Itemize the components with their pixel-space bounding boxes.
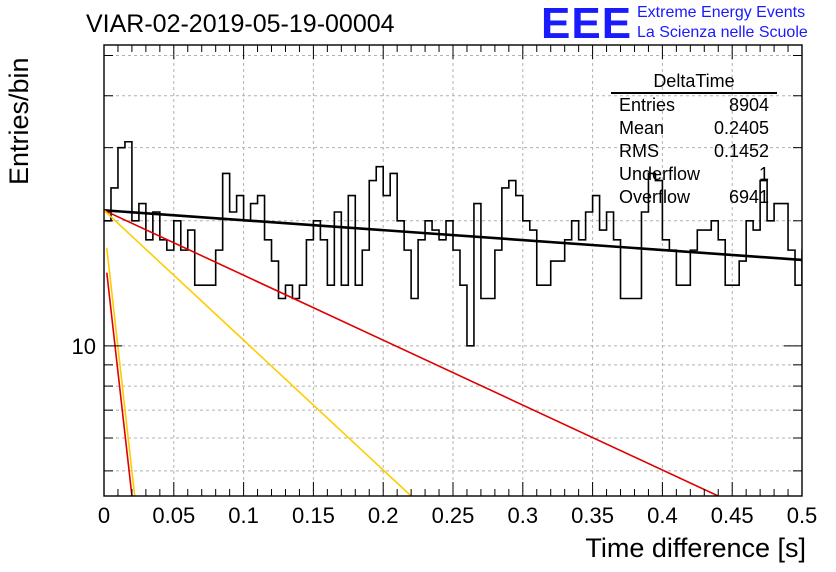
stats-box: DeltaTime Entries 8904 Mean 0.2405 RMS 0… [611,70,777,209]
logo-subtitle-1: Extreme Energy Events [637,4,806,21]
stats-label: Mean [619,118,665,138]
x-tick-label: 0.2 [368,503,399,528]
fit-line [104,209,719,496]
chart-title: VIAR-02-2019-05-19-00004 [86,10,395,38]
x-tick-label: 0 [98,503,110,528]
x-tick-label: 0.25 [432,503,475,528]
x-tick-label: 0.4 [647,503,678,528]
x-tick-label: 0.3 [508,503,539,528]
stats-row-mean: Mean 0.2405 [611,117,777,140]
x-tick-label: 0.35 [571,503,614,528]
stats-value: 8904 [728,95,769,115]
stats-label: Overflow [619,187,691,207]
eee-logo: EEE [541,0,633,48]
stats-label: Entries [619,95,676,115]
x-tick-label: 0.1 [228,503,259,528]
fit-line [104,208,802,262]
stats-label: Underflow [619,164,701,184]
fit-line [105,272,133,496]
y-axis-label: Entries/bin [4,57,34,185]
x-tick-label: 0.45 [711,503,754,528]
stats-value: 0.2405 [713,118,769,138]
stats-row-rms: RMS 0.1452 [611,140,777,163]
histogram-line [104,140,802,347]
stats-row-entries: Entries 8904 [611,94,777,117]
stats-row-underflow: Underflow 1 [611,163,777,186]
stats-title: DeltaTime [611,70,777,94]
x-axis-label: Time difference [s] [585,533,806,563]
x-tick-label: 0.5 [787,503,818,528]
stats-row-overflow: Overflow 6941 [611,186,777,209]
y-tick-label: 10 [72,334,96,359]
stats-value: 6941 [728,187,769,207]
logo-subtitle-2: La Scienza nelle Scuole [637,24,808,41]
stats-value: 0.1452 [713,141,769,161]
stats-value: 1 [758,164,769,184]
stats-label: RMS [619,141,659,161]
x-tick-label: 0.05 [152,503,195,528]
fit-line [104,209,412,496]
fit-line [105,247,136,496]
x-tick-label: 0.15 [292,503,335,528]
